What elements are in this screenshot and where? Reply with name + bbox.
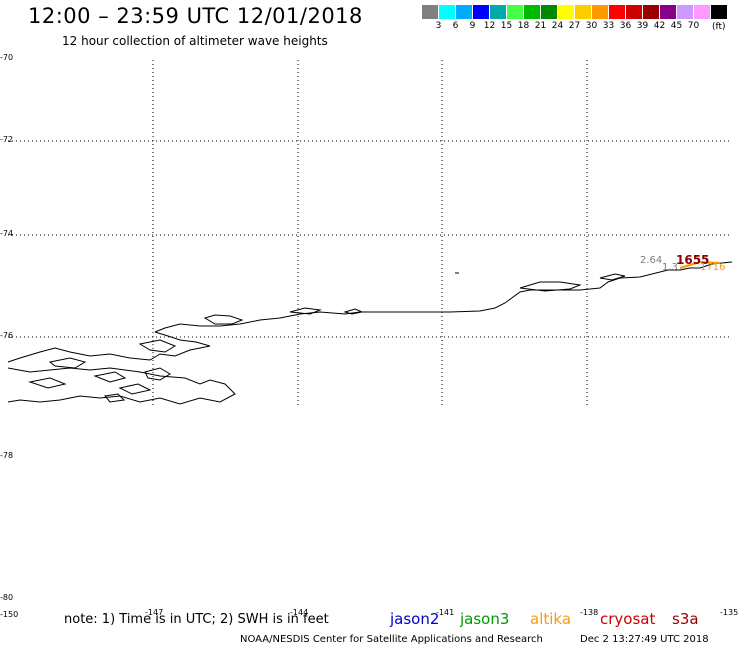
satellite-track: [679, 260, 721, 269]
lat-label: -78: [0, 451, 14, 460]
legend-swatch: [473, 5, 490, 19]
legend-swatch: [677, 5, 694, 19]
legend-label: 6: [452, 21, 459, 31]
legend-swatch: [609, 5, 626, 19]
legend-swatch: [626, 5, 643, 19]
legend-label: 30: [585, 21, 598, 31]
lon-label: -147: [145, 608, 164, 617]
legend-label: 42: [653, 21, 666, 31]
lon-label: -144: [290, 608, 309, 617]
legend-label: 39: [636, 21, 649, 31]
generated-timestamp: Dec 2 13:27:49 UTC 2018: [580, 634, 709, 645]
legend-swatch: [422, 5, 439, 19]
legend-label: 21: [534, 21, 547, 31]
lat-label: -74: [0, 229, 14, 238]
legend-swatch: [694, 5, 711, 19]
map-subtitle: 12 hour collection of altimeter wave hei…: [62, 34, 328, 48]
lat-label: -76: [0, 331, 14, 340]
legend-swatch: [541, 5, 558, 19]
legend-label: 9: [469, 21, 476, 31]
lon-label: -150: [0, 610, 19, 619]
legend-swatch: [524, 5, 541, 19]
legend-swatch: [575, 5, 592, 19]
color-legend: 3 6 9 12 15 18 21 24 27 30 33 36 39 42 45 70 (ft): [422, 5, 728, 32]
satellite-label: jason3: [460, 610, 510, 628]
legend-swatch: [456, 5, 473, 19]
legend-label: 12: [483, 21, 496, 31]
legend-swatch: [660, 5, 677, 19]
satellite-label: jason2: [390, 610, 440, 628]
legend-label: 36: [619, 21, 632, 31]
track-swh-label: 2.64: [640, 255, 663, 266]
legend-label: 15: [500, 21, 513, 31]
track-swh-label-2: 1.3: [662, 262, 678, 273]
legend-swatch: [643, 5, 660, 19]
legend-label: 27: [568, 21, 581, 31]
legend-swatch: [592, 5, 609, 19]
lat-label: -72: [0, 135, 14, 144]
legend-swatch: [439, 5, 456, 19]
footer-note: note: 1) Time is in UTC; 2) SWH is in fe…: [64, 612, 329, 627]
legend-label: 33: [602, 21, 615, 31]
satellite-label: cryosat: [600, 610, 656, 628]
lon-label: -141: [436, 608, 455, 617]
legend-label: 70: [687, 21, 700, 31]
lon-label: -138: [580, 608, 599, 617]
legend-label: 24: [551, 21, 564, 31]
legend-unit: (ft): [712, 22, 726, 32]
legend-label: 45: [670, 21, 683, 31]
credit-line: NOAA/NESDIS Center for Satellite Applica…: [240, 634, 543, 645]
grid: [8, 60, 732, 406]
coastline: [7, 261, 733, 405]
lat-label: -80: [0, 593, 14, 602]
legend-label: 18: [517, 21, 530, 31]
satellite-label: s3a: [672, 610, 699, 628]
legend-label: 3: [435, 21, 442, 31]
legend-swatch: [490, 5, 507, 19]
lon-label: -135: [720, 608, 739, 617]
map-title: 12:00 – 23:59 UTC 12/01/2018: [28, 4, 363, 28]
legend-swatch: [711, 5, 728, 19]
track-time-label-2: 1716: [700, 262, 726, 273]
legend-swatch: [558, 5, 575, 19]
lat-label: -70: [0, 53, 14, 62]
legend-swatch: [507, 5, 524, 19]
track-time-label: 1655: [676, 253, 710, 267]
satellite-label: altika: [530, 610, 572, 628]
